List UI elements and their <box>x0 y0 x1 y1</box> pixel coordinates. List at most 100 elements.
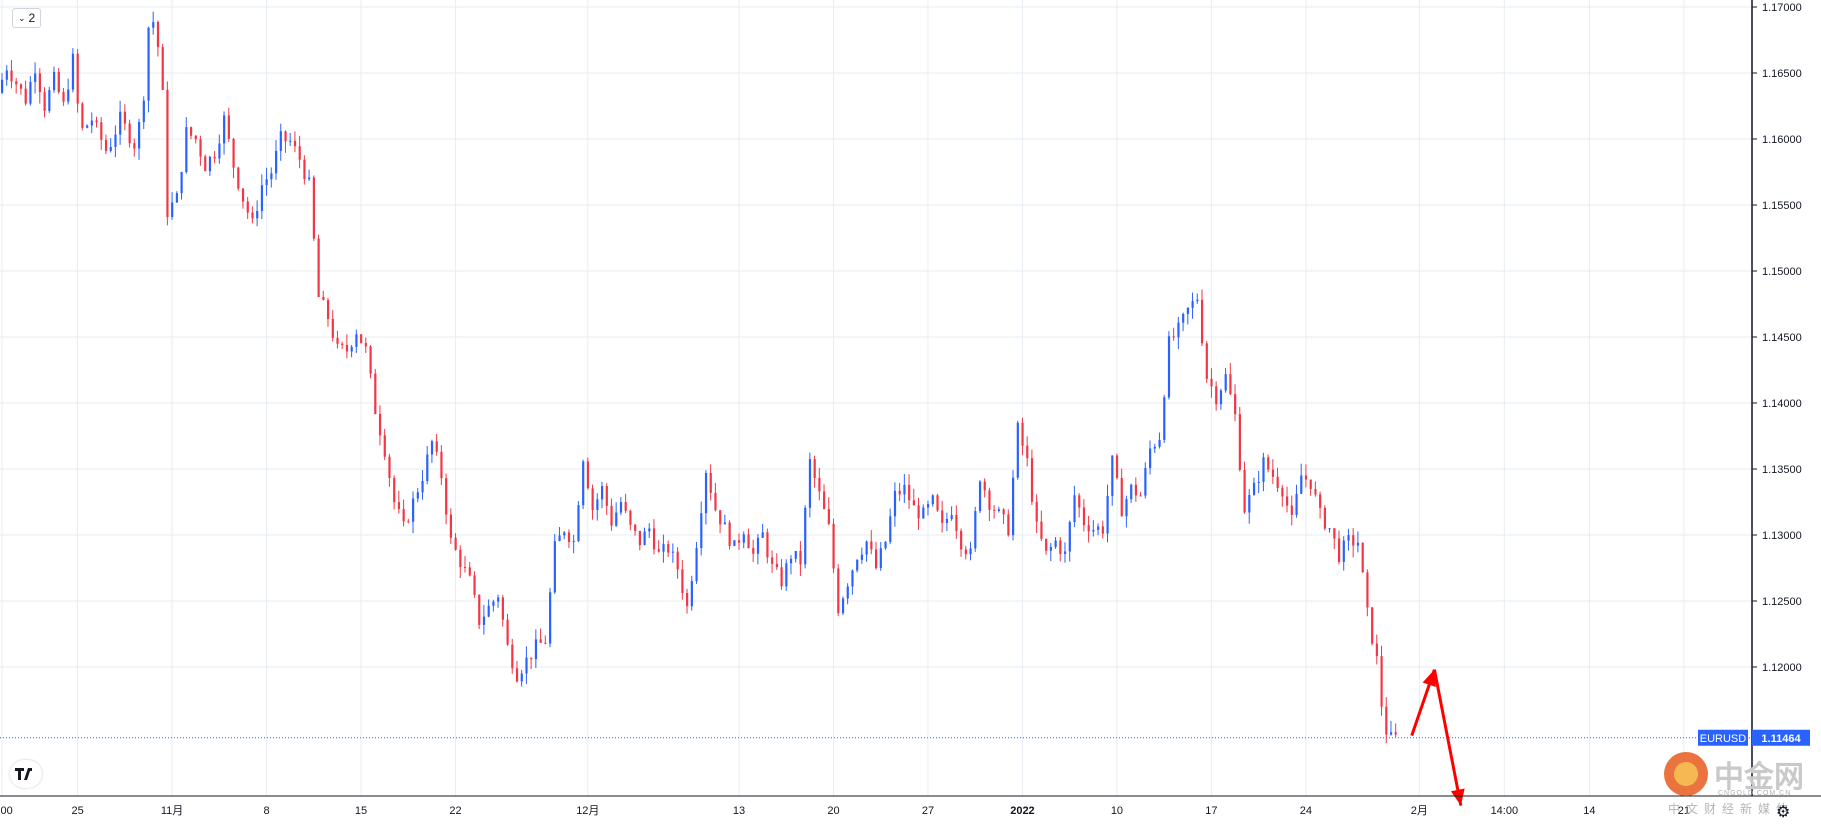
y-tick-label: 1.17000 <box>1762 2 1802 14</box>
candle <box>506 613 509 646</box>
candle <box>1210 368 1213 398</box>
candle <box>86 124 89 129</box>
candle <box>152 11 155 35</box>
candle <box>841 596 845 615</box>
candle <box>265 167 268 196</box>
x-tick-label: 11月 <box>161 805 183 817</box>
candle <box>511 638 514 674</box>
y-tick-label: 1.16500 <box>1762 68 1802 80</box>
candle <box>104 134 108 155</box>
candle <box>383 428 386 460</box>
candle <box>978 480 982 514</box>
candle <box>1021 417 1024 456</box>
candle <box>213 151 216 164</box>
candle <box>227 107 230 143</box>
y-tick-label: 1.15000 <box>1762 266 1802 278</box>
candle <box>1153 443 1156 453</box>
candle <box>1101 520 1104 539</box>
candle <box>303 155 306 185</box>
candle <box>1262 452 1265 492</box>
candle <box>1371 607 1374 646</box>
candle <box>1328 528 1331 533</box>
candle <box>1016 420 1019 480</box>
candle <box>1347 528 1350 551</box>
candle <box>657 540 660 553</box>
candle <box>492 599 495 612</box>
candle <box>931 494 934 507</box>
candle <box>1304 464 1308 488</box>
candle <box>43 87 46 118</box>
candle <box>312 175 316 241</box>
candle <box>823 484 826 510</box>
candle <box>1139 492 1142 497</box>
candle <box>983 478 986 498</box>
candle <box>256 200 259 227</box>
candle <box>619 497 623 516</box>
candle <box>1149 440 1152 475</box>
candle <box>416 488 419 503</box>
candle <box>1082 499 1086 532</box>
candle <box>879 541 882 571</box>
candle <box>1163 394 1166 444</box>
x-tick-label: 2月 <box>1411 805 1428 817</box>
candle <box>709 464 712 501</box>
candle <box>388 453 391 487</box>
x-tick-label: 14:00 <box>1491 805 1519 817</box>
y-tick-label: 1.12000 <box>1762 662 1802 674</box>
candle <box>775 553 778 570</box>
candle <box>308 169 311 181</box>
candle <box>917 497 920 530</box>
candle <box>652 519 656 555</box>
candle <box>1002 508 1005 525</box>
candle <box>204 154 207 172</box>
candle <box>926 500 930 516</box>
candle <box>185 117 188 174</box>
interval-badge[interactable]: ⌄ 2 <box>12 8 42 28</box>
candle <box>681 559 684 600</box>
candle <box>76 48 79 113</box>
candle <box>426 446 429 485</box>
candle <box>1229 362 1232 396</box>
candle <box>24 80 27 106</box>
candle <box>34 62 37 94</box>
candle <box>421 470 424 500</box>
candle <box>90 112 93 134</box>
candle <box>1196 293 1199 304</box>
candle <box>610 498 613 531</box>
candle <box>893 482 897 527</box>
red-arrow <box>1410 669 1436 737</box>
candle <box>109 138 112 153</box>
candle <box>1012 470 1015 541</box>
candle <box>1030 449 1034 506</box>
candles <box>1 11 1397 744</box>
candle <box>497 594 500 608</box>
candle <box>643 527 646 546</box>
candle <box>1333 527 1336 550</box>
candle <box>1394 723 1397 738</box>
candle <box>808 452 812 518</box>
watermark-subtitle: 中文财经新媒体 <box>1668 802 1795 816</box>
candle <box>171 192 174 220</box>
candle <box>298 135 301 169</box>
candle <box>1356 531 1360 553</box>
candle <box>1257 470 1260 494</box>
candle <box>1380 645 1383 716</box>
candle <box>1158 432 1161 449</box>
price-axis[interactable]: 1.17000 1.16500 1.16000 1.15500 1.15000 1.145… <box>1752 2 1802 674</box>
tradingview-logo-icon[interactable] <box>10 760 42 788</box>
candle <box>10 60 13 89</box>
candle <box>241 188 245 209</box>
last-price-label: EURUSD 1.11464 <box>1698 729 1810 746</box>
candle <box>700 501 703 556</box>
settings-gear-icon[interactable]: ⚙ <box>1776 804 1791 821</box>
candle <box>402 499 405 527</box>
candle <box>780 559 783 590</box>
candle <box>1130 483 1133 503</box>
candle <box>1026 436 1029 467</box>
candle <box>1276 467 1279 493</box>
time-axis[interactable]: 0:00 25 11月 8 15 22 12月 13 20 27 2022 10 17 24 2月 14:00… <box>0 805 1690 817</box>
candle <box>473 571 476 598</box>
x-tick-label: 12月 <box>576 805 599 817</box>
candle <box>237 166 240 191</box>
